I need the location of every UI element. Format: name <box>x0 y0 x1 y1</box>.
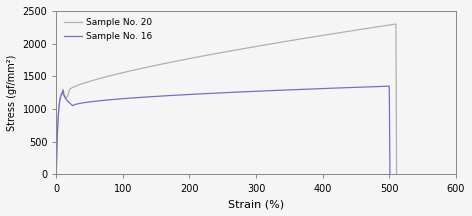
Sample No. 20 <box>59 90 65 93</box>
Legend: Sample No. 20, Sample No. 16: Sample No. 20, Sample No. 16 <box>61 16 155 43</box>
Sample No. 20 <box>393 23 399 25</box>
Sample No. 16 <box>138 96 144 99</box>
X-axis label: Strain (%): Strain (%) <box>228 199 284 209</box>
Y-axis label: Stress (gf/mm²): Stress (gf/mm²) <box>7 54 17 131</box>
Sample No. 20 <box>53 173 59 176</box>
Sample No. 16 <box>387 85 392 87</box>
Sample No. 20 <box>331 32 337 35</box>
Sample No. 20 <box>323 34 329 36</box>
Sample No. 20 <box>394 173 399 176</box>
Sample No. 16 <box>291 88 297 91</box>
Line: Sample No. 20: Sample No. 20 <box>56 24 396 175</box>
Sample No. 20 <box>358 28 363 31</box>
Sample No. 20 <box>147 65 152 68</box>
Sample No. 16 <box>387 173 393 176</box>
Sample No. 16 <box>122 97 127 100</box>
Sample No. 16 <box>152 95 158 98</box>
Sample No. 16 <box>325 87 330 90</box>
Line: Sample No. 16: Sample No. 16 <box>56 86 390 175</box>
Sample No. 16 <box>285 89 291 91</box>
Sample No. 16 <box>53 173 59 176</box>
Sample No. 20 <box>252 45 257 48</box>
